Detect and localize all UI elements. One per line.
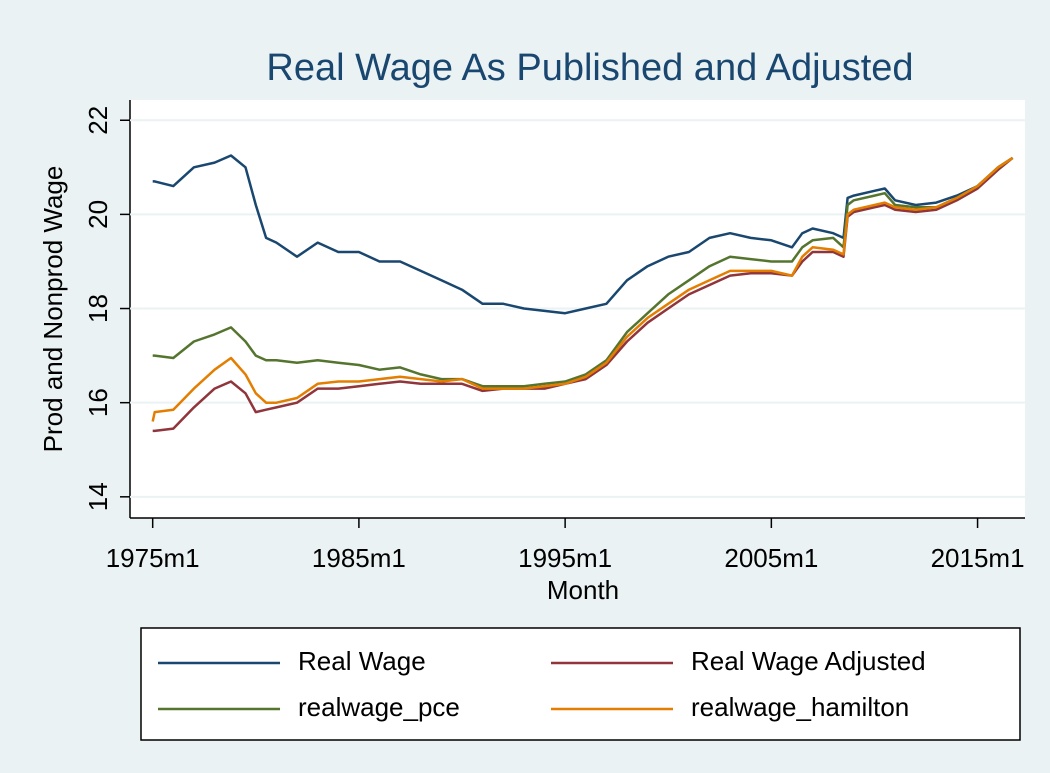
legend-label: realwage_pce [298, 692, 460, 722]
x-tick-label: 2005m1 [724, 543, 818, 573]
series-line [152, 156, 1014, 388]
series-line [152, 154, 1014, 315]
chart-title: Real Wage As Published and Adjusted [266, 47, 913, 89]
x-axis-title: Month [547, 575, 619, 605]
x-tick-label: 1985m1 [312, 543, 406, 573]
x-tick-label: 1995m1 [518, 543, 612, 573]
series-line [152, 156, 1014, 433]
y-tick-label: 14 [83, 482, 113, 511]
y-tick-label: 22 [83, 106, 113, 135]
series-line [151, 156, 1014, 422]
legend-label: Real Wage [298, 646, 426, 676]
x-tick-label: 2015m1 [931, 543, 1025, 573]
y-axis-title: Prod and Nonprod Wage [38, 166, 68, 453]
y-tick-label: 18 [83, 294, 113, 323]
legend-label: Real Wage Adjusted [691, 646, 926, 676]
legend-label: realwage_hamilton [691, 692, 909, 722]
x-tick-label: 1975m1 [106, 543, 200, 573]
y-tick-label: 16 [83, 388, 113, 417]
legend-box [140, 627, 1021, 741]
y-tick-label: 20 [83, 200, 113, 229]
